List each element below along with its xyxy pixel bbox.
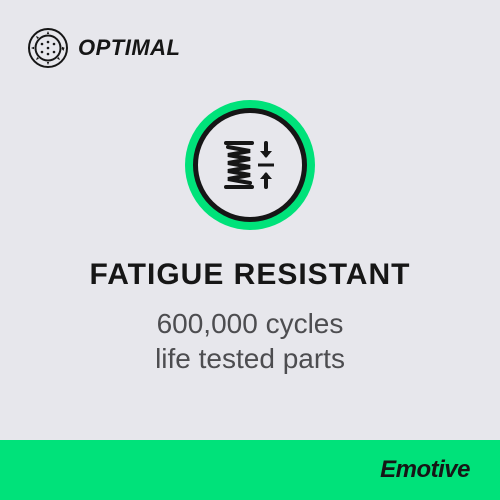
feature-subline: 600,000 cycles life tested parts <box>155 306 345 376</box>
subline-line-1: 600,000 cycles <box>157 308 344 339</box>
footer-band: Emotive <box>0 440 500 500</box>
spring-compress-icon <box>218 133 282 197</box>
subline-line-2: life tested parts <box>155 343 345 374</box>
optimal-badge-icon <box>28 28 68 68</box>
feature-ring-inner <box>193 108 307 222</box>
footer-brand: Emotive <box>380 456 470 484</box>
feature-headline: FATIGUE RESISTANT <box>90 258 411 292</box>
feature-ring <box>185 100 315 230</box>
brand-name: OPTIMAL <box>78 35 181 61</box>
brand-lockup: OPTIMAL <box>28 28 181 68</box>
